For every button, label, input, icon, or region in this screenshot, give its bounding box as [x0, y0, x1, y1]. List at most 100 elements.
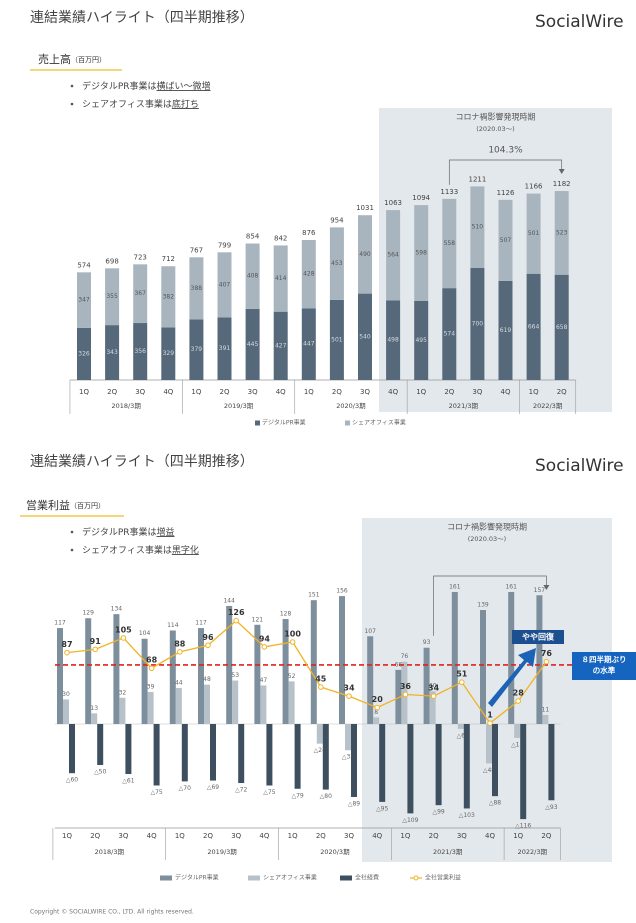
bar-label: △69 [207, 784, 219, 791]
bar-segment [217, 317, 232, 380]
group-label: 2022/3期 [518, 848, 548, 856]
period-sub: (2020.03～) [468, 535, 506, 543]
line-label: 1 [487, 711, 493, 720]
total-label: 723 [134, 253, 147, 261]
bar [407, 724, 414, 814]
logo: SocialWire [535, 12, 624, 32]
x-tick-label: 1Q [416, 388, 426, 396]
bar-label: 117 [54, 620, 66, 627]
bar [339, 596, 345, 724]
bullet: シェアオフィス事業は黒字化 [82, 544, 199, 556]
bar [282, 619, 289, 724]
total-label: 799 [218, 241, 231, 249]
x-tick-label: 2Q [444, 388, 454, 396]
x-tick-label: 1Q [513, 832, 523, 840]
total-label: 876 [302, 229, 316, 237]
bullet-dot [70, 84, 74, 88]
group-label: 2021/3期 [449, 402, 479, 410]
bar-label: △79 [291, 792, 303, 799]
bullet-dot [70, 102, 74, 106]
bar-label: 104 [139, 630, 151, 637]
bar-label: △60 [66, 777, 78, 784]
legend-label: シェアオフィス事業 [352, 419, 406, 427]
line-label: 87 [61, 640, 72, 649]
bar [266, 724, 273, 786]
line-label: 28 [513, 689, 525, 698]
line-label: 94 [259, 634, 271, 643]
legend-dot [413, 875, 419, 881]
line-label: 126 [228, 608, 245, 617]
bar-label: △70 [179, 785, 191, 792]
bar-label: △50 [94, 769, 106, 776]
legend-swatch [340, 875, 352, 881]
total-label: 1211 [468, 175, 486, 183]
bar-segment [442, 288, 457, 380]
group-label: 2022/3期 [533, 402, 563, 410]
bar [429, 691, 436, 724]
bullet-dot [70, 530, 74, 534]
bar-segment [189, 257, 204, 320]
bar-label: 32 [119, 689, 127, 696]
total-label: 767 [190, 246, 203, 254]
segment-label: 664 [528, 323, 540, 330]
total-label: 1133 [440, 188, 458, 196]
bar-label: 66 [395, 661, 403, 668]
bullet: デジタルPR事業は増益 [82, 526, 175, 538]
bar-segment [470, 268, 485, 380]
total-label: 1166 [525, 183, 543, 191]
recovery-box [512, 630, 564, 644]
section: 売上高（百万円） [38, 52, 106, 66]
segment-label: 445 [247, 341, 259, 348]
bar-label: 117 [195, 620, 207, 627]
bar-label: △93 [545, 804, 557, 811]
x-tick-label: 2Q [220, 388, 230, 396]
bar [486, 724, 492, 764]
bar [480, 610, 486, 724]
legend-swatch [255, 420, 260, 426]
x-tick-label: 1Q [62, 832, 72, 840]
segment-label: 355 [106, 293, 118, 300]
segment-label: 490 [359, 251, 371, 258]
bar-segment [77, 327, 91, 380]
segment-label: 407 [219, 281, 231, 288]
segment-label: 382 [163, 293, 175, 300]
line-label: 96 [202, 633, 214, 642]
x-tick-label: 2Q [332, 388, 342, 396]
x-tick-label: 1Q [288, 832, 298, 840]
segment-label: 598 [415, 249, 427, 256]
title: 連結業績ハイライト（四半期推移） [30, 10, 254, 26]
bar [536, 595, 543, 724]
segment-label: 408 [247, 273, 259, 280]
legend-label: シェアオフィス事業 [263, 874, 317, 882]
x-tick-label: 3Q [231, 832, 241, 840]
group-label: 2018/3期 [95, 848, 125, 856]
bar [316, 724, 323, 744]
legend-label: デジタルPR事業 [262, 419, 306, 427]
group-label: 2019/3期 [207, 848, 237, 856]
bar [508, 591, 515, 724]
bar-label: △72 [235, 787, 247, 794]
segment-label: 414 [275, 275, 287, 282]
bar-segment [554, 191, 569, 275]
bar [310, 600, 317, 724]
line-label: 51 [456, 670, 468, 679]
segment-label: 347 [78, 297, 90, 304]
bar-label: △103 [459, 812, 475, 819]
total-label: 954 [330, 216, 344, 224]
bar-label: 157 [534, 587, 546, 594]
segment-label: 658 [556, 324, 568, 331]
bar [119, 697, 126, 724]
growth-arrow [558, 169, 565, 174]
line-point [402, 691, 409, 698]
legend-swatch [248, 875, 260, 881]
bar [232, 680, 239, 724]
bar [181, 724, 188, 782]
bar [351, 724, 357, 797]
segment-label: 564 [387, 252, 399, 259]
x-tick-label: 4Q [276, 388, 286, 396]
bar-segment [414, 300, 429, 380]
line-label: 100 [284, 630, 301, 639]
group-label: 2018/3期 [111, 402, 141, 410]
bullet-text: シェアオフィス事業は [82, 544, 172, 556]
bullet-dot [70, 548, 74, 552]
